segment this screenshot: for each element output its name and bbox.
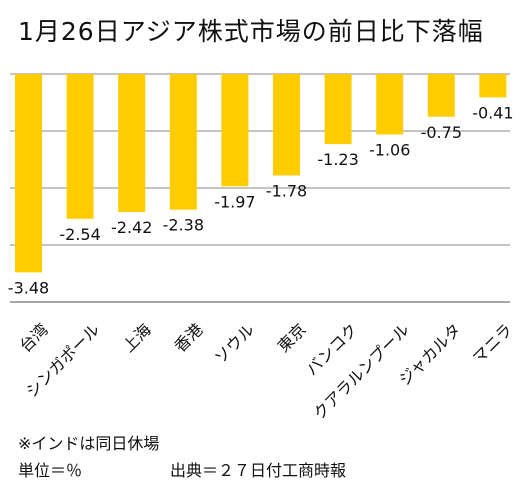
value-labels: -3.48 -2.54 -2.42 -2.38 -1.97 -1.78 -1.23 -1.06… — [8, 103, 514, 297]
value-label: -1.06 — [369, 140, 410, 159]
source-note: 出典＝２７日付工商時報 — [170, 461, 347, 480]
bar — [169, 74, 197, 210]
bars — [15, 74, 507, 273]
value-label: -1.23 — [317, 150, 358, 169]
bar — [479, 74, 507, 98]
category-label: マニラ — [469, 320, 516, 367]
value-label: -1.97 — [214, 192, 255, 211]
value-label: -2.54 — [59, 225, 100, 244]
bar — [118, 74, 146, 212]
bar-chart: -3.48 -2.54 -2.42 -2.38 -1.97 -1.78 -1.23 -1.06… — [8, 73, 516, 423]
category-label: 香港 — [171, 320, 207, 356]
bar — [66, 74, 94, 219]
closed-market-note: ※インドは同日休場 — [18, 434, 160, 453]
chart-title: 1月26日アジア株式市場の前日比下落幅 — [18, 17, 484, 46]
value-label: -2.38 — [163, 216, 204, 235]
value-label: -2.42 — [111, 218, 152, 237]
value-label: -0.41 — [472, 103, 513, 122]
value-label: -0.75 — [421, 123, 462, 142]
category-label: 台湾 — [16, 320, 52, 356]
value-label: -1.78 — [266, 181, 307, 200]
bar — [15, 74, 42, 273]
bar — [221, 74, 249, 187]
bar — [273, 74, 300, 176]
bar — [376, 74, 404, 135]
category-label: クアラルンプール — [310, 320, 413, 423]
category-label: 東京 — [274, 320, 310, 356]
category-label: ソウル — [211, 320, 258, 367]
value-label: -3.48 — [8, 278, 49, 297]
category-label: 上海 — [119, 320, 155, 356]
unit-note: 単位＝％ — [18, 461, 83, 480]
bar — [427, 74, 455, 117]
bar — [324, 74, 352, 145]
